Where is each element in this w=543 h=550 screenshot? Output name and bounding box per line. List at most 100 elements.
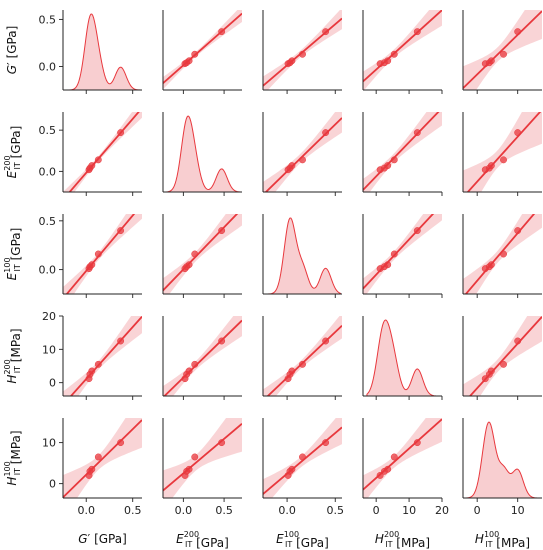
kde-area <box>466 421 541 498</box>
confidence-band <box>163 418 242 498</box>
confidence-band <box>463 316 542 396</box>
data-point <box>288 57 296 65</box>
x-tick-label: 0.0 <box>175 504 193 517</box>
panel-1-4 <box>462 112 542 196</box>
x-tick-label: 20 <box>435 504 449 517</box>
data-point <box>514 28 522 36</box>
x-tick-label: 10 <box>511 504 525 517</box>
x-axis-label-3-sub: IT <box>385 540 392 549</box>
regression-line <box>263 426 342 495</box>
y-axis-label-2-sub: IT <box>13 264 22 271</box>
data-point <box>185 367 193 375</box>
data-point <box>117 227 125 235</box>
x-axis-label-3-symbol: H <box>375 532 384 546</box>
confidence-band <box>363 418 442 498</box>
regression-line <box>468 316 542 396</box>
y-axis-label-4-unit: [MPa] <box>9 430 23 468</box>
kde-area <box>366 319 441 396</box>
y-tick-label: 10 <box>42 437 56 450</box>
x-tick-label: 0.0 <box>278 504 296 517</box>
x-axis-label-2-symbol: E <box>276 532 284 546</box>
data-point <box>322 439 330 447</box>
confidence-band <box>363 214 442 294</box>
data-point <box>514 129 522 137</box>
data-point <box>191 50 199 58</box>
y-axis-label-0-symbol: G <box>5 65 19 74</box>
x-axis-label-1-symbol: E <box>176 532 184 546</box>
panel-1-1 <box>162 112 242 196</box>
panel-3-0: 0 10 20 <box>42 310 142 400</box>
data-point <box>481 375 489 383</box>
y-axis-label-2-unit: [GPa] <box>9 228 23 265</box>
x-tick-label: 0.5 <box>327 504 345 517</box>
data-point <box>500 250 507 258</box>
data-point <box>322 28 330 36</box>
x-axis-label-0-unit: [GPa] <box>90 532 127 546</box>
y-tick-label: 0.0 <box>39 264 57 277</box>
regression-line <box>363 10 442 83</box>
data-point <box>299 50 306 58</box>
panel-1-0: 0.0 0.5 <box>39 112 142 196</box>
y-axis-label-3-unit: [MPa] <box>9 328 23 366</box>
y-tick-label: 0.5 <box>39 124 57 137</box>
x-axis-label-4-sub: IT <box>485 540 492 549</box>
x-axis-label-4-symbol: H <box>475 532 484 546</box>
data-point <box>218 28 226 36</box>
x-axis-label-2-sub: IT <box>285 540 292 549</box>
panel-3-2 <box>262 316 342 400</box>
data-point <box>487 367 495 375</box>
data-point <box>117 337 125 345</box>
y-axis-label-1: E200IT [GPa] <box>3 126 23 179</box>
y-axis-label-3: H200IT [MPa] <box>3 328 23 383</box>
panel-4-4: 0 10 <box>462 418 542 517</box>
data-point <box>94 360 102 368</box>
x-axis-label-1: E200 IT [GPa] <box>176 530 229 550</box>
data-point <box>117 129 125 137</box>
data-point <box>88 162 96 170</box>
y-tick-label: 0.5 <box>39 13 57 26</box>
data-point <box>384 57 392 65</box>
y-axis-label-1-unit: [GPa] <box>9 126 23 163</box>
x-axis-label-3: H200 IT [MPa] <box>375 530 430 550</box>
panel-3-1 <box>162 316 242 400</box>
data-point <box>390 156 398 164</box>
data-point <box>185 261 193 269</box>
x-axis-label-0-prime: ′ <box>88 532 91 546</box>
data-point <box>413 129 421 137</box>
data-point <box>376 471 384 479</box>
data-point <box>117 439 125 447</box>
panel-2-2 <box>262 214 342 298</box>
x-axis-label-0: G′ [GPa] <box>78 532 127 546</box>
data-point <box>390 250 398 258</box>
y-axis-label-4-sup: 100 <box>3 461 12 476</box>
panel-4-1: 0.0 0.5 <box>162 418 242 517</box>
x-tick-label: 0.0 <box>77 504 95 517</box>
data-point <box>299 453 306 461</box>
x-tick-label: 0 <box>373 504 380 517</box>
x-axis-label-2: E100 IT [GPa] <box>276 530 329 550</box>
regression-line <box>264 117 342 192</box>
data-point <box>88 261 96 269</box>
data-point <box>487 261 495 269</box>
panel-0-0: 0.0 0.5 <box>39 10 142 94</box>
data-point <box>218 227 226 235</box>
confidence-band <box>163 316 242 396</box>
regression-line <box>65 214 136 294</box>
regression-line <box>163 12 242 84</box>
data-point <box>390 50 398 58</box>
y-tick-label: 20 <box>42 310 56 323</box>
confidence-band <box>263 316 342 396</box>
panel-4-2: 0.0 0.5 <box>262 418 345 517</box>
regression-line <box>69 316 142 396</box>
panel-1-2 <box>262 112 342 196</box>
regression-line <box>466 112 542 192</box>
y-axis-label-2-symbol: E <box>5 272 19 280</box>
y-axis-label-4-sub: IT <box>13 468 22 475</box>
data-point <box>413 439 421 447</box>
data-point <box>218 337 226 345</box>
panel-4-3: 0 10 20 <box>362 418 449 517</box>
x-axis-label-1-sub: IT <box>185 540 192 549</box>
data-point <box>88 465 96 473</box>
data-point <box>299 156 306 164</box>
